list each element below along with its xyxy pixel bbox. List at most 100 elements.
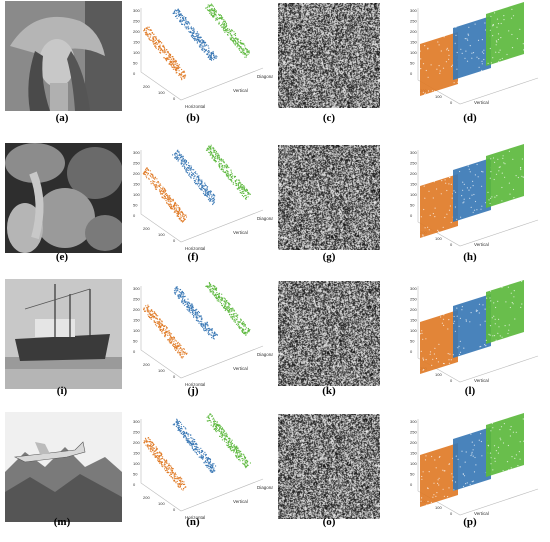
correlation-scatter-3d: 300 250 200 150 100 50 0 200 100 0 Horizontal Verti… bbox=[133, 411, 275, 528]
z-tick-label: 100 bbox=[410, 461, 417, 466]
encrypted-correlation-3d: 3002502001501005002001000Vertical bbox=[410, 278, 550, 395]
subfigure-caption: (i) bbox=[56, 385, 68, 397]
z-tick-label: 0 bbox=[133, 213, 136, 218]
encrypted-correlation-3d: 3002502001501005002001000Vertical bbox=[410, 411, 550, 528]
boat-photo bbox=[5, 279, 122, 394]
z-tick-label: 250 bbox=[410, 161, 417, 166]
x-tick-label: 0 bbox=[173, 507, 176, 512]
lena-photo bbox=[5, 1, 122, 116]
correlation-scatter-3d: 300 250 200 150 100 50 0 200 100 0 Horizontal Verti… bbox=[133, 142, 275, 259]
axis-label-vertical: Vertical bbox=[233, 499, 248, 504]
z-tick-label: 300 bbox=[133, 150, 140, 155]
z-tick-label: 150 bbox=[133, 451, 140, 456]
z-tick-label: 250 bbox=[133, 430, 140, 435]
z-tick-label: 100 bbox=[410, 192, 417, 197]
x-tick-label: 0 bbox=[173, 96, 176, 101]
encrypted-noise-image bbox=[278, 414, 380, 519]
peppers-photo-svg bbox=[5, 143, 125, 253]
axis-label-vertical: Vertical bbox=[474, 511, 489, 516]
z-tick-label: 300 bbox=[133, 8, 140, 13]
z-tick-label: 100 bbox=[133, 461, 140, 466]
airplane-photo bbox=[5, 412, 122, 527]
z-tick-label: 100 bbox=[410, 328, 417, 333]
z-tick-label: 300 bbox=[410, 419, 417, 424]
encrypted-noise-image bbox=[278, 3, 380, 108]
z-tick-label: 0 bbox=[133, 482, 136, 487]
z-tick-label: 50 bbox=[410, 472, 415, 477]
z-tick-label: 250 bbox=[133, 161, 140, 166]
z-tick-label: 250 bbox=[410, 430, 417, 435]
subfigure-caption: (o) bbox=[322, 516, 336, 528]
x-tick-label: 100 bbox=[435, 505, 442, 510]
encrypted-noise-image bbox=[278, 145, 380, 250]
x-tick-label: 200 bbox=[143, 226, 150, 231]
z-tick-label: 150 bbox=[410, 451, 417, 456]
axis-label-vertical: Vertical bbox=[474, 378, 489, 383]
x-tick-label: 0 bbox=[450, 100, 453, 105]
z-tick-label: 0 bbox=[410, 71, 413, 76]
z-tick-label: 50 bbox=[133, 61, 138, 66]
encrypted-correlation-3d: 3002502001501005002001000Vertical bbox=[410, 142, 550, 259]
axis-label-horizontal: Horizontal bbox=[185, 246, 205, 251]
axis-label-diagonal: Diagonal bbox=[257, 485, 273, 490]
peppers-photo bbox=[5, 143, 125, 258]
encrypted-correlation-3d: 3002502001501005002001000Vertical bbox=[410, 0, 550, 117]
z-tick-label: 50 bbox=[133, 339, 138, 344]
correlation-scatter-3d: 300 250 200 150 100 50 0 200 100 0 Horizontal Verti… bbox=[133, 278, 275, 395]
axis-label-vertical: Vertical bbox=[474, 100, 489, 105]
z-tick-label: 200 bbox=[410, 171, 417, 176]
subfigure-caption: (b) bbox=[186, 112, 200, 124]
axis-label-horizontal: Horizontal bbox=[185, 104, 205, 109]
z-tick-label: 0 bbox=[410, 482, 413, 487]
x-tick-label: 100 bbox=[158, 90, 165, 95]
z-tick-label: 300 bbox=[410, 8, 417, 13]
z-tick-label: 50 bbox=[410, 339, 415, 344]
z-tick-label: 150 bbox=[410, 40, 417, 45]
x-tick-label: 100 bbox=[435, 94, 442, 99]
z-tick-label: 0 bbox=[133, 71, 136, 76]
encrypted-noise-image bbox=[278, 281, 380, 386]
z-tick-label: 300 bbox=[133, 286, 140, 291]
airplane-photo-svg bbox=[5, 412, 122, 522]
z-tick-label: 50 bbox=[133, 472, 138, 477]
subfigure-caption: (j) bbox=[187, 385, 199, 397]
axis-label-vertical: Vertical bbox=[233, 230, 248, 235]
subfigure-caption: (a) bbox=[55, 112, 69, 124]
x-tick-label: 100 bbox=[158, 501, 165, 506]
subfigure-caption: (g) bbox=[322, 251, 336, 263]
x-tick-label: 100 bbox=[435, 372, 442, 377]
z-tick-label: 200 bbox=[133, 171, 140, 176]
subfigure-caption: (m) bbox=[53, 516, 71, 528]
axis-label-vertical: Vertical bbox=[233, 366, 248, 371]
z-tick-label: 0 bbox=[410, 349, 413, 354]
x-tick-label: 100 bbox=[435, 236, 442, 241]
z-tick-label: 50 bbox=[410, 61, 415, 66]
z-tick-label: 250 bbox=[133, 297, 140, 302]
boat-photo-svg bbox=[5, 279, 122, 389]
axis-label-diagonal: Diagonal bbox=[257, 216, 273, 221]
x-tick-label: 0 bbox=[450, 242, 453, 247]
axis-label-horizontal: Horizontal bbox=[185, 382, 205, 387]
x-tick-label: 0 bbox=[173, 374, 176, 379]
z-tick-label: 0 bbox=[133, 349, 136, 354]
z-tick-label: 200 bbox=[410, 307, 417, 312]
z-tick-label: 250 bbox=[410, 297, 417, 302]
z-tick-label: 50 bbox=[410, 203, 415, 208]
z-tick-label: 300 bbox=[410, 286, 417, 291]
subfigure-caption: (c) bbox=[322, 112, 336, 124]
subfigure-caption: (k) bbox=[322, 385, 336, 397]
subfigure-caption: (n) bbox=[186, 516, 200, 528]
z-tick-label: 50 bbox=[133, 203, 138, 208]
z-tick-label: 0 bbox=[410, 213, 413, 218]
subfigure-caption: (p) bbox=[463, 516, 477, 528]
x-tick-label: 0 bbox=[450, 378, 453, 383]
axis-label-diagonal: Diagonal bbox=[257, 352, 273, 357]
z-tick-label: 200 bbox=[410, 440, 417, 445]
z-tick-label: 250 bbox=[410, 19, 417, 24]
z-tick-label: 100 bbox=[133, 192, 140, 197]
z-tick-label: 300 bbox=[133, 419, 140, 424]
subfigure-caption: (l) bbox=[464, 385, 476, 397]
axis-label-vertical: Vertical bbox=[474, 242, 489, 247]
z-tick-label: 150 bbox=[133, 318, 140, 323]
